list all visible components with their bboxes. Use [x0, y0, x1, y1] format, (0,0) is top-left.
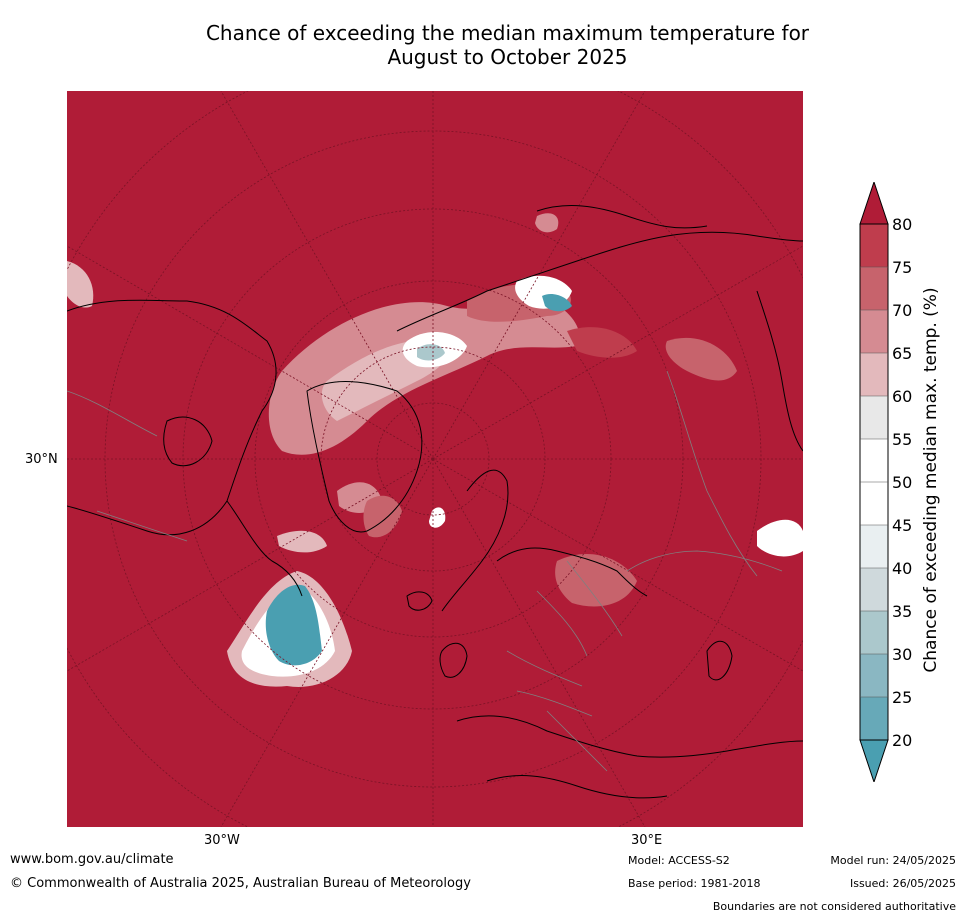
cbar-extend-bottom	[859, 739, 889, 784]
cbar-tick-60: 60	[892, 387, 912, 406]
cbar-tick-80: 80	[892, 215, 912, 234]
border-6	[666, 370, 758, 577]
coast-iceland	[406, 591, 433, 611]
colorbar: 80 75 70 65 60 55 50 45 40 35 30 25 20	[858, 180, 922, 784]
footer-copyright: © Commonwealth of Australia 2025, Austra…	[10, 876, 471, 891]
coast-british-isles	[439, 642, 468, 678]
footer-disclaimer: Boundaries are not considered authoritat…	[712, 900, 956, 913]
graticule-meridian-60e	[432, 458, 803, 672]
cbar-seg-20-25	[860, 697, 888, 740]
cbar-seg-40-45	[860, 525, 888, 568]
coast-north-america	[67, 299, 277, 536]
cbar-tick-45: 45	[892, 516, 912, 535]
cbar-tick-25: 25	[892, 688, 912, 707]
border-5	[626, 550, 783, 572]
cbar-tick-labels: 80 75 70 65 60 55 50 45 40 35 30 25 20	[892, 215, 912, 750]
cbar-tick-50: 50	[892, 473, 912, 492]
patch-europe-east	[555, 553, 637, 607]
coast-caspian	[706, 641, 733, 681]
coast-europe-north	[496, 547, 648, 597]
cbar-seg-30-35	[860, 611, 888, 654]
colorbar-svg: 80 75 70 65 60 55 50 45 40 35 30 25 20	[859, 180, 912, 784]
patch-canada-2	[277, 530, 327, 553]
graticule-meridian-30w	[220, 458, 434, 827]
cbar-tick-75: 75	[892, 258, 912, 277]
footer-model: Model: ACCESS-S2	[628, 854, 730, 867]
cbar-tick-35: 35	[892, 602, 912, 621]
footer-base-period: Base period: 1981-2018	[628, 877, 761, 890]
border-1	[536, 590, 588, 657]
border-4	[516, 690, 593, 717]
map-layers	[67, 91, 803, 827]
footer-model-run: Model run: 24/05/2025	[830, 854, 956, 867]
coast-canada-east	[226, 500, 303, 597]
cbar-tick-20: 20	[892, 731, 912, 750]
border-8	[96, 510, 188, 542]
coastlines	[67, 205, 803, 799]
cbar-tick-40: 40	[892, 559, 912, 578]
graticule-meridian-120e	[432, 245, 803, 460]
lon-label-30w: 30°W	[204, 833, 240, 848]
border-3	[506, 650, 583, 687]
coast-mediterranean	[486, 775, 668, 799]
patch-bering	[535, 213, 559, 233]
border-9	[546, 710, 608, 772]
cbar-tick-65: 65	[892, 344, 912, 363]
cbar-seg-65-70	[860, 310, 888, 353]
lat-label-30n: 30°N	[25, 452, 58, 467]
title-line-1: Chance of exceeding the median maximum t…	[205, 21, 810, 45]
coast-greenland	[306, 381, 423, 533]
graticule-meridian-120w	[67, 245, 434, 460]
coast-asia-east	[756, 290, 803, 452]
cbar-seg-75-80	[860, 224, 888, 267]
graticule-meridian-150w	[220, 91, 434, 460]
coast-scandinavia	[441, 469, 509, 612]
coast-hudson-bay	[163, 416, 213, 467]
cbar-extend-top	[859, 180, 889, 225]
border-2	[566, 560, 623, 637]
cbar-separators	[860, 266, 888, 698]
coast-europe-south	[456, 715, 803, 758]
patch-greenland-white	[429, 507, 446, 528]
patch-kara-blue	[542, 294, 572, 312]
cbar-tick-70: 70	[892, 301, 912, 320]
forecast-map	[67, 91, 803, 827]
title-line-2: August to October 2025	[387, 45, 628, 69]
footer-website: www.bom.gov.au/climate	[10, 852, 174, 867]
lon-label-30e: 30°E	[631, 833, 663, 848]
footer-issued: Issued: 26/05/2025	[849, 877, 956, 890]
patch-atlantic-blue	[265, 584, 322, 666]
cbar-seg-45-50	[860, 482, 888, 525]
border-7	[67, 390, 158, 437]
cbar-seg-55-60	[860, 396, 888, 439]
cbar-seg-35-40	[860, 568, 888, 611]
probability-patches	[67, 213, 803, 687]
country-borders	[67, 370, 783, 772]
graticule-meridian-30e	[432, 458, 646, 827]
patch-siberia-blue	[417, 344, 445, 361]
graticule	[67, 91, 803, 827]
patch-asia-mid	[567, 327, 637, 358]
cbar-seg-25-30	[860, 654, 888, 697]
coast-siberia	[396, 231, 803, 332]
map-title: Chance of exceeding the median maximum t…	[0, 21, 965, 69]
graticule-meridian-60w	[67, 458, 434, 672]
patch-east-asia	[665, 337, 737, 381]
patch-east-edge	[757, 519, 803, 557]
colorbar-title: Chance of exceeding median max. temp. (%…	[921, 287, 941, 673]
patch-pacific-edge	[67, 261, 94, 308]
patch-greenland	[363, 495, 402, 538]
cbar-tick-30: 30	[892, 645, 912, 664]
patch-arctic-band	[268, 300, 580, 455]
cbar-seg-70-75	[860, 267, 888, 310]
cbar-seg-60-65	[860, 353, 888, 396]
cbar-tick-55: 55	[892, 430, 912, 449]
graticule-meridian-150e	[432, 91, 646, 460]
coast-kamchatka	[536, 205, 708, 229]
cbar-seg-50-55	[860, 439, 888, 482]
